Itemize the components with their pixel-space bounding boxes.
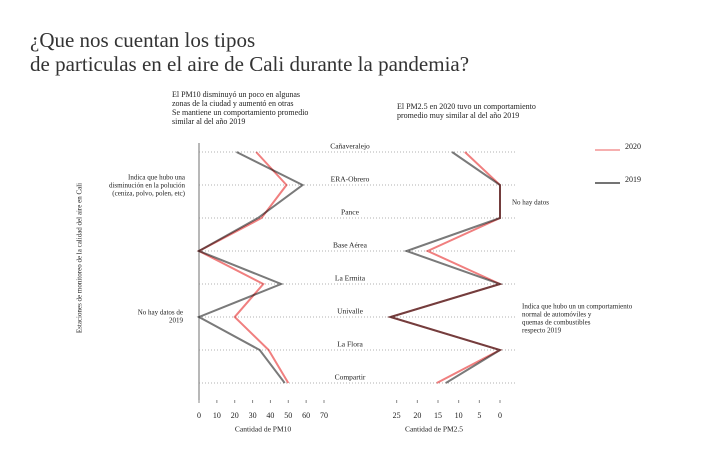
panel-note: zonas de la ciudad y aumentó en otras bbox=[172, 99, 294, 108]
annotation: Indica que hubo un un comportamiento bbox=[522, 303, 633, 311]
chart-title: ¿Que nos cuentan los tipos bbox=[30, 28, 255, 52]
x-tick-label: 0 bbox=[498, 411, 502, 420]
legend-label: 2019 bbox=[625, 175, 641, 184]
x-tick-label: 5 bbox=[477, 411, 481, 420]
x-axis-label: Cantidad de PM10 bbox=[235, 425, 291, 434]
x-tick-label: 0 bbox=[197, 411, 201, 420]
category-label: ERA-Obrero bbox=[331, 175, 370, 184]
x-tick-label: 60 bbox=[302, 411, 310, 420]
annotation: quemas de combustibles bbox=[522, 319, 591, 327]
x-tick-label: 20 bbox=[231, 411, 239, 420]
panel-note: El PM2.5 en 2020 tuvo un comportamiento bbox=[397, 102, 536, 111]
x-axis-label: Cantidad de PM2.5 bbox=[405, 425, 463, 434]
x-tick-label: 70 bbox=[320, 411, 328, 420]
series-line bbox=[387, 151, 504, 384]
category-label: La Flora bbox=[337, 340, 363, 349]
annotation: No hay datos bbox=[512, 199, 549, 207]
chart-title: de particulas en el aire de Cali durante… bbox=[30, 52, 469, 76]
x-tick-label: 30 bbox=[249, 411, 257, 420]
series-line bbox=[196, 151, 290, 384]
category-label: Compartir bbox=[335, 373, 366, 382]
series-line bbox=[196, 151, 305, 384]
annotation: respecto 2019 bbox=[522, 327, 562, 335]
x-tick-label: 40 bbox=[266, 411, 274, 420]
annotation: disminución en la polución bbox=[109, 182, 186, 190]
annotation: 2019 bbox=[169, 317, 184, 325]
annotation: (ceniza, polvo, polen, etc) bbox=[112, 190, 185, 198]
x-tick-label: 15 bbox=[434, 411, 442, 420]
x-tick-label: 50 bbox=[284, 411, 292, 420]
x-tick-label: 10 bbox=[213, 411, 221, 420]
category-label: Pance bbox=[341, 208, 360, 217]
panel-note: Se mantiene un comportamiento promedio bbox=[172, 108, 308, 117]
x-tick-label: 10 bbox=[455, 411, 463, 420]
category-label: Univalle bbox=[337, 307, 363, 316]
category-label: La Ermita bbox=[335, 274, 366, 283]
panel-note: promedio muy similar al del año 2019 bbox=[397, 111, 519, 120]
annotation: No hay datos de bbox=[138, 309, 183, 317]
panel-note: El PM10 disminuyó un poco en algunas bbox=[172, 90, 300, 99]
x-tick-label: 20 bbox=[413, 411, 421, 420]
panel-note: similar al del año 2019 bbox=[172, 117, 245, 126]
legend-label: 2020 bbox=[625, 142, 641, 151]
annotation: normal de automóviles y bbox=[522, 311, 592, 319]
series-line bbox=[387, 151, 503, 384]
category-label: Base Aérea bbox=[333, 241, 368, 250]
x-tick-label: 25 bbox=[393, 411, 401, 420]
category-label: Cañaveralejo bbox=[330, 142, 370, 151]
annotation: Indica que hubo una bbox=[128, 174, 186, 182]
y-axis-label: Estaciones de monitoreo de la calidad de… bbox=[76, 183, 84, 333]
